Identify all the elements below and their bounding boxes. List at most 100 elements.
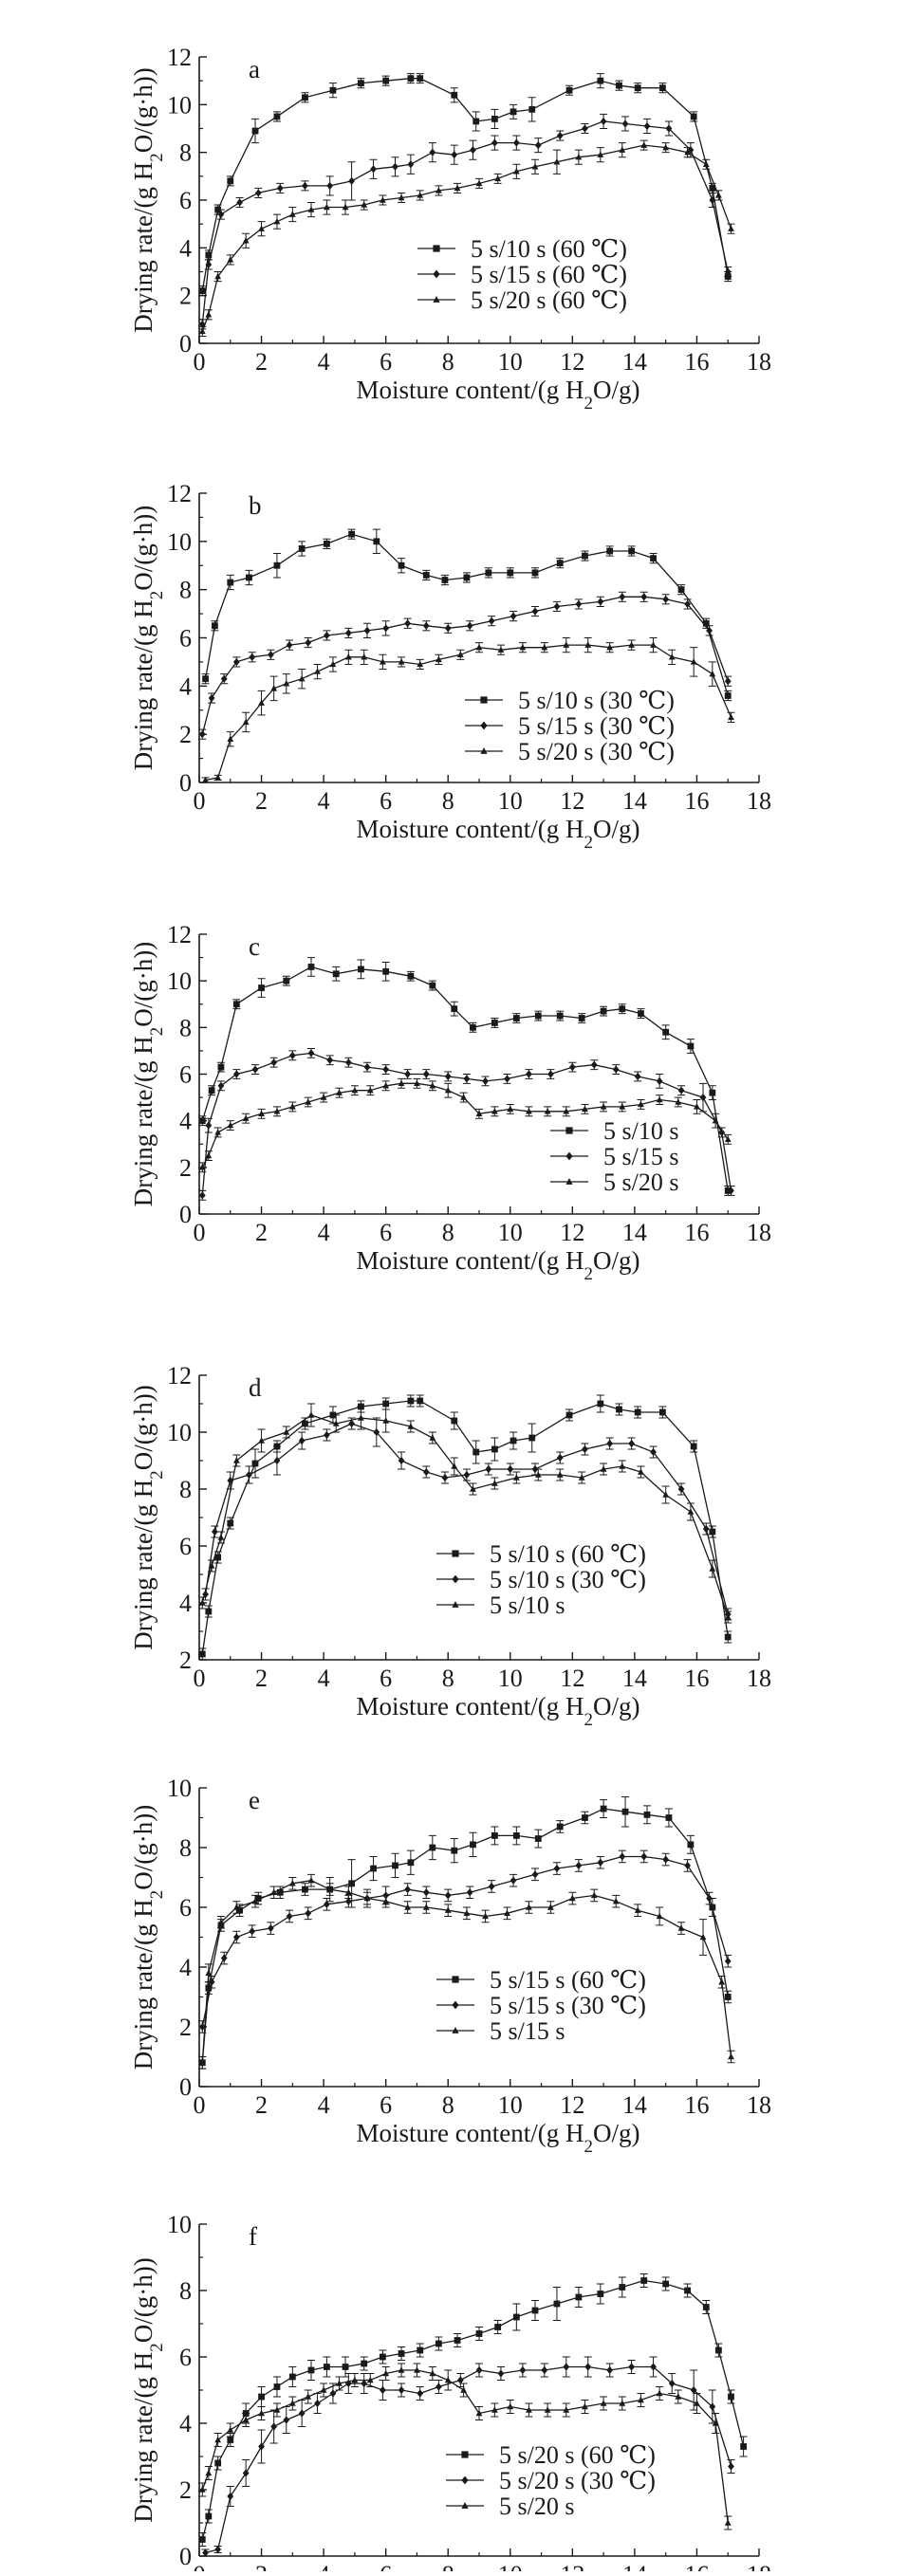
series-3: [198, 1403, 732, 1624]
data-point: [668, 2379, 676, 2388]
data-point: [718, 1128, 726, 1137]
data-point: [246, 574, 252, 581]
data-point: [507, 1105, 514, 1113]
data-point: [227, 579, 234, 586]
series-1: [201, 528, 732, 702]
data-point: [677, 1484, 685, 1494]
data-point: [444, 1072, 452, 1081]
data-point: [650, 641, 657, 648]
data-point: [307, 206, 315, 212]
data-point: [242, 2416, 250, 2423]
x-tick-label: 0: [194, 2091, 206, 2119]
x-tick-label: 4: [318, 787, 330, 815]
y-tick-label: 4: [179, 1954, 192, 1981]
data-point: [597, 151, 604, 157]
x-tick-label: 8: [442, 1219, 454, 1246]
data-point: [556, 560, 564, 567]
data-point: [198, 1191, 206, 1200]
data-point: [326, 181, 334, 190]
x-tick-label: 4: [318, 1665, 330, 1692]
data-point: [214, 2436, 222, 2443]
data-point: [273, 113, 281, 120]
x-tick-label: 2: [255, 2091, 268, 2119]
y-tick-label: 4: [179, 672, 192, 700]
data-point: [556, 1823, 564, 1831]
data-point: [606, 2365, 614, 2375]
data-point: [298, 545, 306, 552]
data-point: [656, 1076, 663, 1085]
data-point: [351, 1086, 359, 1094]
data-point: [267, 651, 274, 659]
y-tick-label: 12: [167, 1362, 192, 1389]
data-point: [634, 1906, 641, 1913]
data-point: [220, 674, 228, 683]
panel-label: c: [249, 932, 260, 961]
data-point: [251, 1065, 259, 1074]
x-tick-label: 14: [622, 787, 647, 815]
data-point: [556, 131, 564, 140]
series-line: [201, 144, 732, 332]
series-line: [205, 2365, 732, 2554]
x-tick-label: 10: [498, 2091, 523, 2119]
legend-label: 5 s/10 s (60 ℃): [490, 1540, 646, 1568]
data-point: [512, 2313, 520, 2321]
data-point: [643, 121, 651, 131]
data-point: [491, 1832, 498, 1839]
data-point: [597, 2291, 604, 2297]
data-point: [305, 2393, 312, 2400]
data-point: [662, 2280, 670, 2288]
data-point: [283, 977, 290, 984]
data-point: [407, 1397, 415, 1405]
x-tick-label: 0: [194, 348, 206, 376]
data-point: [249, 1927, 256, 1936]
data-point: [198, 327, 206, 335]
data-point: [348, 1419, 356, 1428]
data-point: [482, 1912, 489, 1920]
data-point: [205, 311, 213, 318]
data-point: [307, 2366, 315, 2374]
data-point: [444, 624, 452, 633]
legend-label: 5 s/15 s: [490, 2017, 565, 2045]
data-point: [323, 1900, 330, 1908]
data-point: [634, 84, 641, 92]
data-point: [382, 1417, 390, 1424]
data-point: [650, 1447, 657, 1457]
x-tick-label: 6: [380, 1665, 392, 1692]
data-point: [441, 577, 449, 583]
data-point: [288, 1051, 296, 1059]
data-point: [342, 203, 349, 211]
data-point: [258, 225, 265, 231]
y-tick-label: 2: [179, 283, 192, 310]
y-tick-label: 0: [179, 330, 192, 358]
data-point: [270, 685, 278, 691]
data-point: [544, 1108, 551, 1114]
data-point: [348, 1880, 356, 1887]
x-tick-label: 2: [255, 348, 268, 376]
data-point: [597, 77, 604, 84]
data-point: [544, 2406, 551, 2413]
series-line: [201, 1855, 729, 2028]
data-point: [258, 2442, 265, 2451]
data-point: [650, 555, 657, 562]
data-point: [305, 1098, 312, 1105]
data-point: [435, 2383, 442, 2391]
data-point: [205, 2512, 213, 2520]
data-point: [638, 1010, 644, 1017]
y-tick-label: 6: [179, 187, 192, 214]
data-point: [531, 163, 539, 170]
data-point: [298, 2409, 306, 2418]
data-point: [582, 124, 588, 133]
data-point: [227, 2492, 234, 2501]
x-tick-label: 2: [255, 787, 268, 815]
data-point: [236, 1906, 244, 1914]
data-point: [242, 237, 250, 244]
data-point: [454, 2337, 461, 2344]
data-point: [702, 160, 710, 167]
data-point: [565, 1411, 573, 1419]
x-tick-label: 10: [498, 787, 523, 815]
legend-marker: [565, 1178, 573, 1185]
data-point: [270, 1888, 278, 1895]
data-point: [302, 181, 308, 190]
data-point: [463, 574, 471, 581]
data-point: [417, 192, 424, 198]
